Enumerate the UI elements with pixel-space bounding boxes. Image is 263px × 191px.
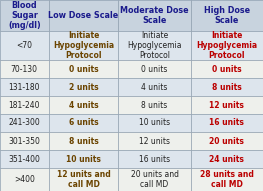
Bar [191,168,263,191]
Text: 351-400: 351-400 [8,155,40,163]
Bar [0,114,49,132]
Bar [118,96,191,114]
Bar [49,96,118,114]
Text: 12 units: 12 units [139,137,170,146]
Text: 20 units and
call MD: 20 units and call MD [130,170,179,189]
Bar [0,0,49,31]
Text: Initiate
Hypoglycemia
Protocol: Initiate Hypoglycemia Protocol [196,31,257,60]
Text: 0 units: 0 units [69,65,98,74]
Bar [118,168,191,191]
Bar [49,132,118,150]
Text: 0 units: 0 units [212,65,242,74]
Bar [0,168,49,191]
Bar [0,60,49,78]
Bar [0,31,49,60]
Text: 16 units: 16 units [209,118,244,128]
Bar [0,150,49,168]
Bar [49,114,118,132]
Bar [0,78,49,96]
Text: 8 units: 8 units [141,100,168,109]
Bar [191,78,263,96]
Bar [118,0,191,31]
Text: 0 units: 0 units [141,65,168,74]
Bar [49,150,118,168]
Text: 4 units: 4 units [69,100,98,109]
Text: Initiate
Hypoglycemia
Protocol: Initiate Hypoglycemia Protocol [53,31,114,60]
Bar [49,0,118,31]
Text: 8 units: 8 units [212,83,242,91]
Bar [49,31,118,60]
Bar [0,132,49,150]
Text: Blood
Sugar
(mg/dl): Blood Sugar (mg/dl) [8,1,41,30]
Text: >400: >400 [14,175,35,184]
Text: 12 units and
call MD: 12 units and call MD [57,170,110,189]
Text: 10 units: 10 units [139,118,170,128]
Text: 6 units: 6 units [69,118,98,128]
Text: Initiate
Hypoglycemia
Protocol: Initiate Hypoglycemia Protocol [127,31,182,60]
Bar [118,150,191,168]
Text: 181-240: 181-240 [9,100,40,109]
Text: 131-180: 131-180 [9,83,40,91]
Text: <70: <70 [16,41,32,50]
Text: 4 units: 4 units [141,83,168,91]
Bar [191,132,263,150]
Text: 20 units: 20 units [209,137,244,146]
Text: 2 units: 2 units [69,83,98,91]
Bar [49,168,118,191]
Bar [191,0,263,31]
Text: 70-130: 70-130 [11,65,38,74]
Text: 16 units: 16 units [139,155,170,163]
Bar [118,78,191,96]
Bar [191,31,263,60]
Bar [191,96,263,114]
Bar [118,132,191,150]
Bar [191,114,263,132]
Text: 8 units: 8 units [69,137,98,146]
Text: High Dose
Scale: High Dose Scale [204,6,250,25]
Text: Moderate Dose
Scale: Moderate Dose Scale [120,6,189,25]
Bar [49,78,118,96]
Text: 241-300: 241-300 [8,118,40,128]
Bar [0,96,49,114]
Bar [49,60,118,78]
Bar [118,114,191,132]
Text: 28 units and
call MD: 28 units and call MD [200,170,254,189]
Text: 24 units: 24 units [209,155,244,163]
Bar [191,150,263,168]
Text: 301-350: 301-350 [8,137,40,146]
Bar [118,60,191,78]
Bar [118,31,191,60]
Bar [191,60,263,78]
Text: 10 units: 10 units [66,155,101,163]
Text: Low Dose Scale: Low Dose Scale [48,11,119,20]
Text: 12 units: 12 units [209,100,244,109]
